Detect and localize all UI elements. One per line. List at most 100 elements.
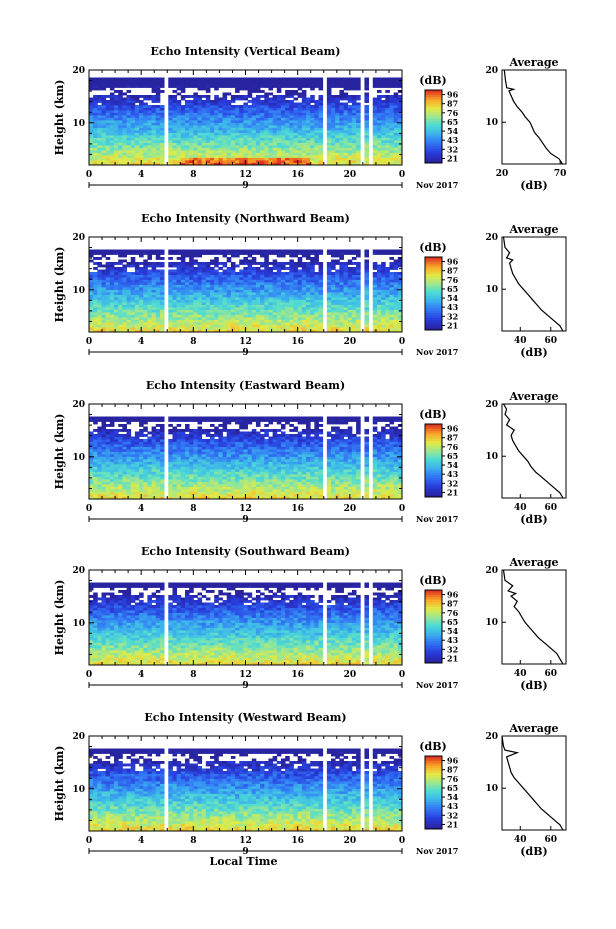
heatmap-cell	[147, 95, 152, 98]
heatmap-cell	[114, 120, 119, 123]
colorbar-frame	[424, 89, 443, 164]
heatmap-cell	[155, 307, 161, 310]
heatmap-cell	[280, 140, 286, 143]
heatmap-cell	[339, 322, 344, 325]
heatmap-cell	[230, 140, 236, 143]
heatmap-cell	[331, 117, 336, 121]
heatmap-cell	[222, 269, 228, 273]
heatmap-cell	[264, 77, 269, 81]
heatmap-cell	[205, 322, 211, 325]
heatmap-cell	[318, 95, 324, 98]
heatmap-cell	[351, 140, 357, 143]
heatmap-cell	[243, 309, 248, 313]
heatmap-cell	[310, 299, 315, 303]
heatmap-cell	[314, 140, 319, 143]
heatmap-cell	[118, 474, 123, 477]
heatmap-cell	[201, 95, 207, 98]
heatmap-cell	[101, 112, 107, 116]
heatmap-cell	[230, 97, 236, 101]
heatmap-cell	[301, 274, 307, 278]
heatmap-cell	[151, 110, 157, 113]
heatmap-cell	[264, 117, 269, 121]
heatmap-cell	[385, 282, 390, 285]
heatmap-cell	[114, 489, 119, 492]
heatmap-cell	[306, 77, 311, 81]
heatmap-cell	[356, 274, 361, 278]
heatmap-cell	[364, 299, 370, 303]
heatmap-cell	[151, 122, 157, 126]
heatmap-cell	[201, 120, 207, 123]
heatmap-cell	[393, 145, 399, 148]
heatmap-cell	[376, 309, 382, 313]
heatmap-cell	[214, 252, 219, 255]
heatmap-cell	[168, 145, 173, 148]
heatmap-cell	[331, 252, 336, 255]
heatmap-cell	[180, 142, 186, 146]
heatmap-cell	[222, 145, 228, 148]
heatmap-cell	[210, 157, 215, 161]
heatmap-cell	[89, 80, 94, 83]
heatmap-cell	[301, 262, 307, 265]
heatmap-cell	[214, 264, 219, 268]
heatmap-cell	[318, 267, 324, 270]
heatmap-cell	[318, 262, 324, 265]
heatmap-cell	[376, 105, 382, 108]
heatmap-cell	[176, 155, 182, 158]
heatmap-cell	[134, 137, 140, 141]
heatmap-cell	[93, 299, 98, 303]
heatmap-cell	[214, 130, 219, 133]
heatmap-cell	[356, 264, 361, 268]
heatmap-cell	[335, 269, 340, 273]
heatmap-cell	[247, 259, 253, 263]
heatmap-cell	[293, 297, 299, 300]
heatmap-cell	[255, 249, 261, 253]
heatmap-cell	[109, 454, 115, 457]
heatmap-cell	[159, 130, 165, 133]
heatmap-cell	[139, 279, 144, 283]
heatmap-cell	[364, 132, 370, 136]
heatmap-cell	[172, 97, 178, 101]
heatmap-cell	[101, 302, 107, 305]
heatmap-cell	[222, 297, 228, 300]
heatmap-cell	[189, 112, 194, 116]
heatmap-cell	[184, 319, 190, 323]
heatmap-cell	[293, 77, 299, 81]
heatmap-cell	[347, 259, 353, 263]
heatmap-cell	[139, 317, 144, 320]
heatmap-cell	[214, 294, 219, 298]
heatmap-cell	[251, 90, 257, 93]
heatmap-cell	[176, 162, 182, 166]
heatmap-cell	[151, 140, 157, 143]
heatmap-cell	[335, 112, 340, 116]
heatmap-cell	[97, 282, 102, 285]
heatmap-cell	[343, 117, 349, 121]
heatmap-cell	[151, 287, 157, 290]
heatmap-cell	[89, 302, 94, 305]
heatmap-cell	[247, 90, 253, 93]
heatmap-cell	[255, 327, 261, 330]
heatmap-cell	[214, 287, 219, 290]
heatmap-cell	[189, 302, 194, 305]
heatmap-cell	[218, 299, 223, 303]
heatmap-cell	[118, 494, 123, 497]
heatmap-cell	[339, 329, 344, 333]
heatmap-cell	[222, 107, 228, 111]
heatmap-cell	[255, 120, 261, 123]
heatmap-cell	[172, 120, 178, 123]
heatmap-cell	[168, 160, 173, 163]
heatmap-cell	[159, 162, 165, 166]
heatmap-cell	[343, 252, 349, 255]
heatmap-cell	[155, 304, 161, 308]
heatmap-cell	[118, 329, 123, 333]
heatmap-cell	[376, 137, 382, 141]
heatmap-cell	[122, 137, 127, 141]
heatmap-cell	[310, 155, 315, 158]
heatmap-cell	[134, 150, 140, 153]
heatmap-cell	[218, 150, 223, 153]
heatmap-cell	[143, 277, 148, 280]
heatmap-cell	[122, 249, 127, 253]
heatmap-cell	[197, 117, 203, 121]
heatmap-cell	[109, 80, 115, 83]
heatmap-cell	[101, 454, 107, 457]
heatmap-cell	[109, 484, 115, 487]
